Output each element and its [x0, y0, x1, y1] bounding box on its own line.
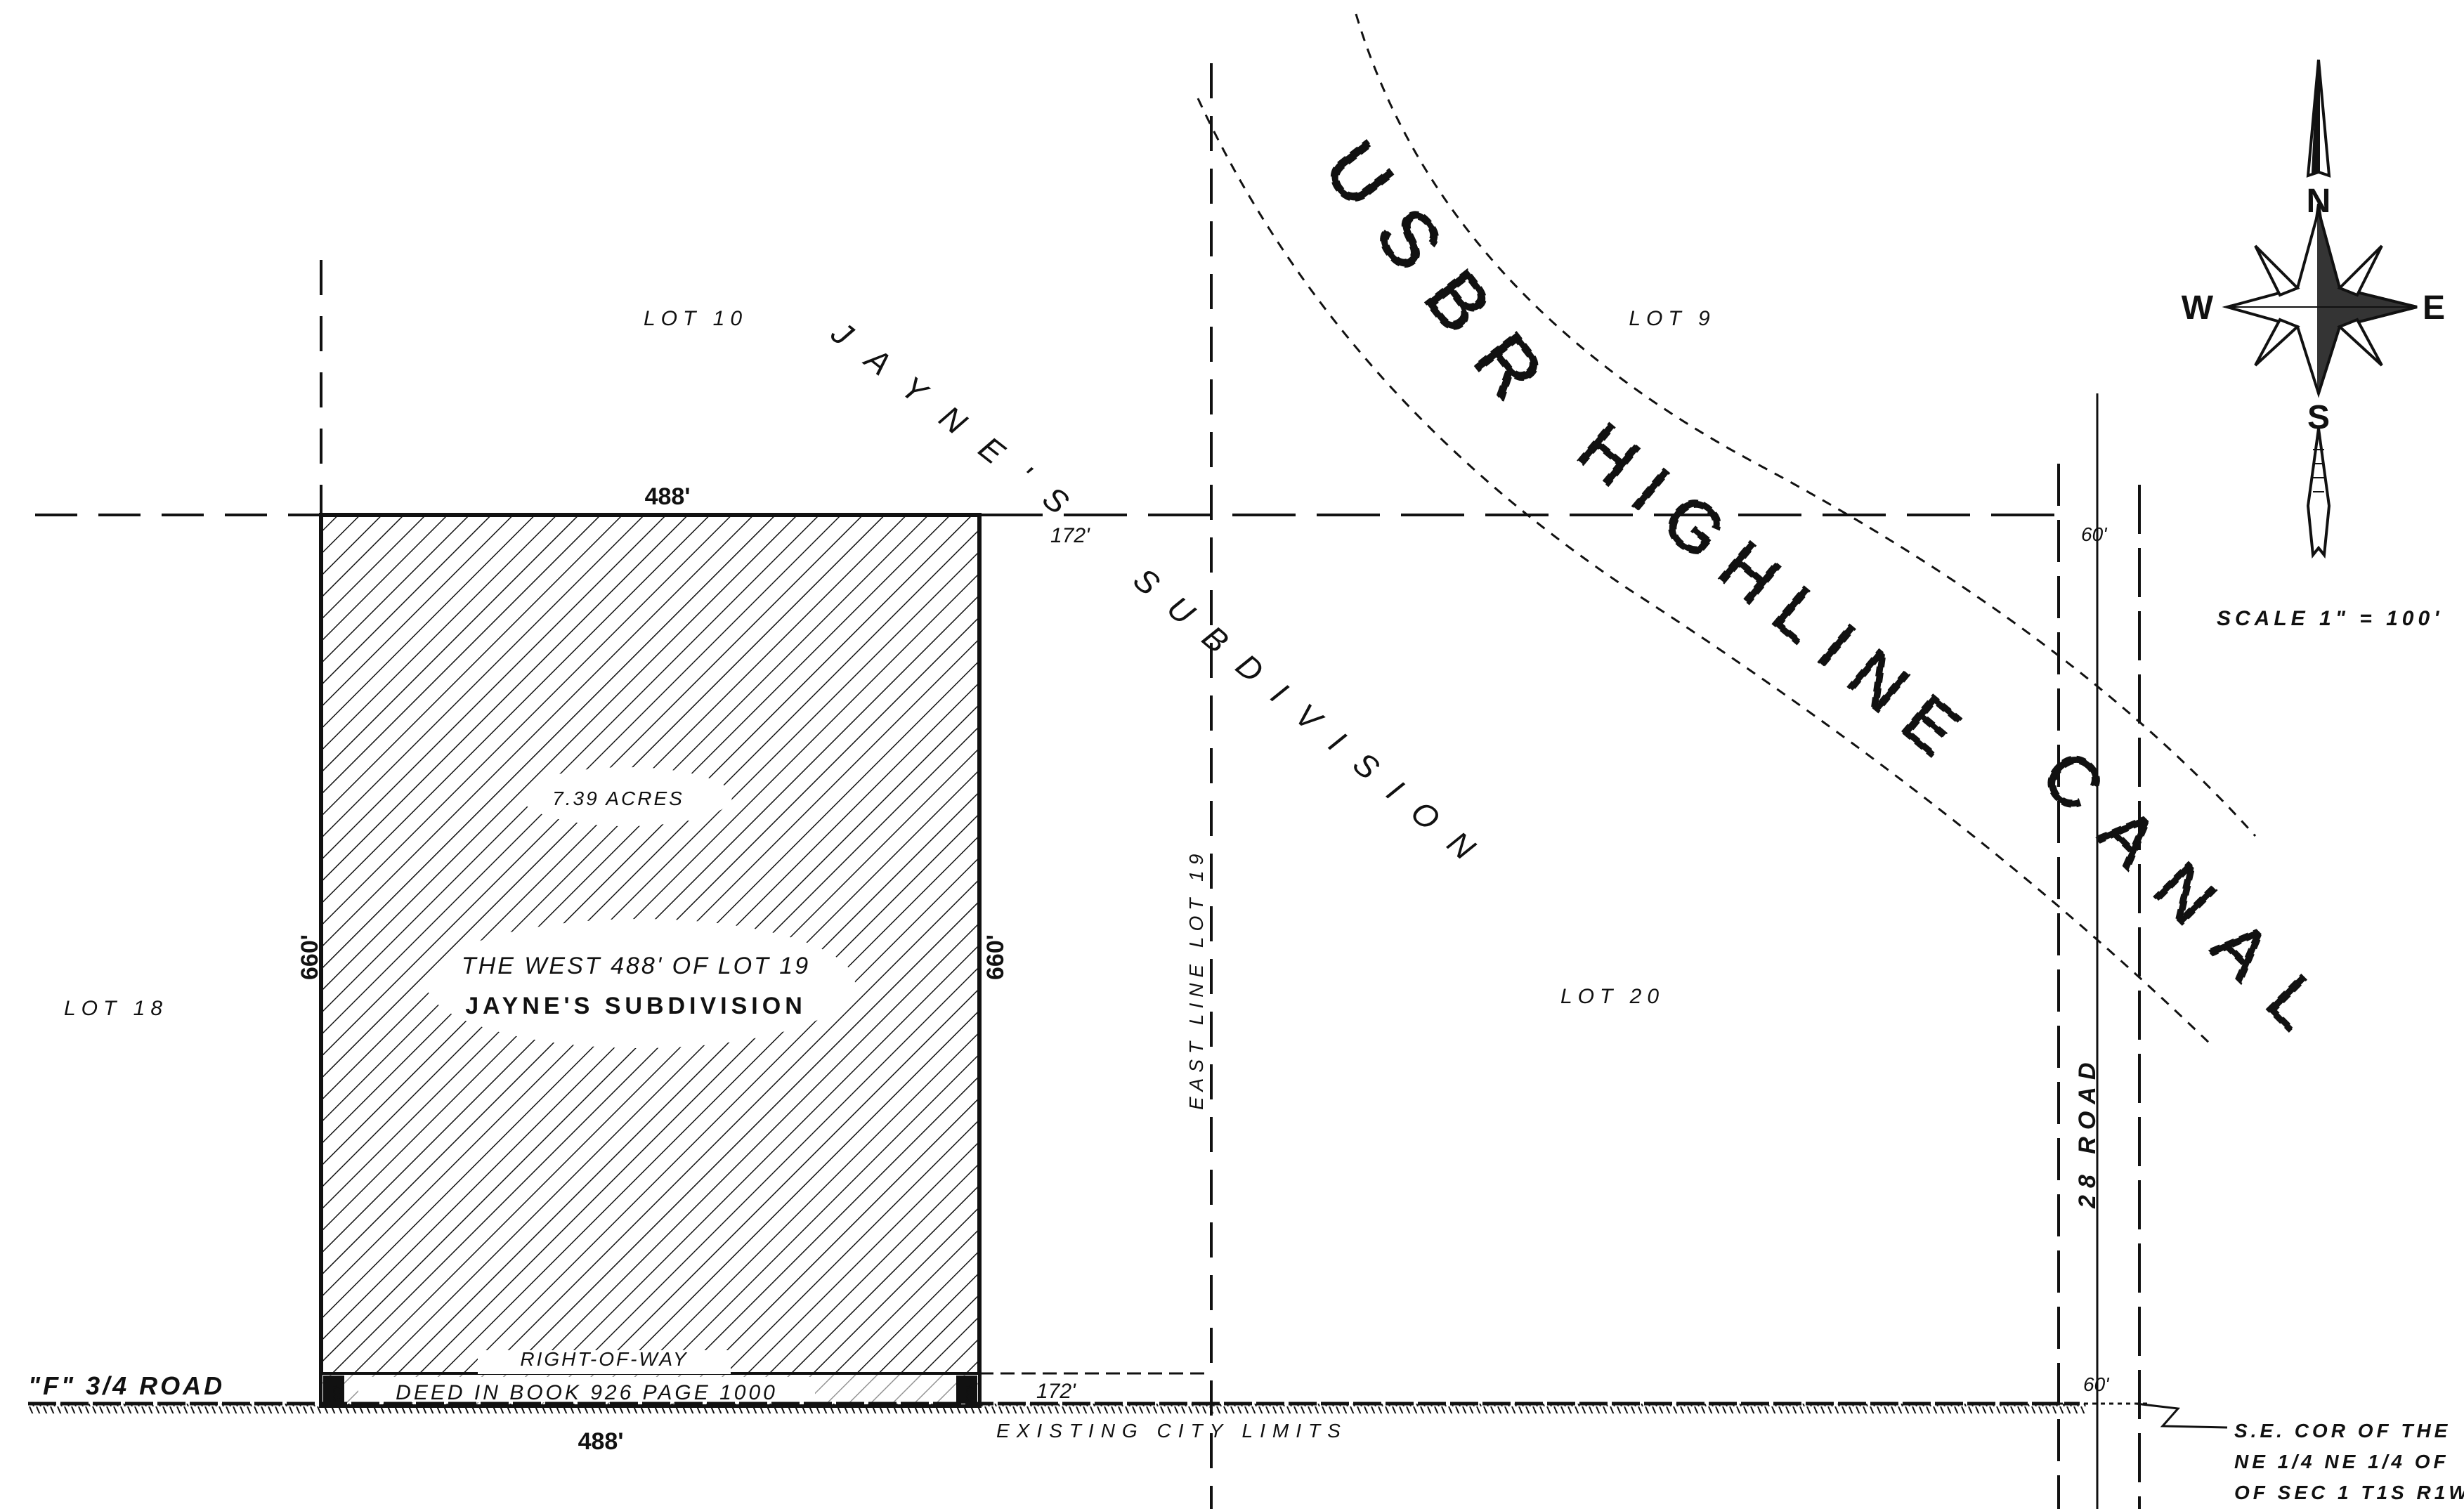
highline-canal — [1197, 13, 2257, 1048]
se-corner-line1: S.E. COR OF THE — [2234, 1420, 2451, 1442]
canal-label: CANAL — [2026, 735, 2357, 1066]
bottom-east-dimension: 172' — [1036, 1380, 1076, 1403]
right-height-dimension: 660' — [982, 934, 1009, 980]
compass-s-label: S — [2307, 399, 2330, 436]
parcel-description-line2: JAYNE'S SUBDIVISION — [465, 993, 807, 1019]
f-three-quarter-road — [28, 1402, 2228, 1429]
bottom-width-dimension: 488' — [578, 1428, 624, 1455]
row-right-dimension: 20' — [964, 1385, 978, 1402]
f-three-quarter-road-label: "F" 3/4 ROAD — [28, 1371, 225, 1400]
28-road-label: 28 ROAD — [2074, 1056, 2101, 1209]
parcel-description-line1: THE WEST 488' OF LOT 19 — [462, 953, 810, 979]
lot-9-label: LOT 9 — [1629, 307, 1715, 330]
jaynes-label: JAYNE'S — [824, 313, 1097, 537]
usbr-label: USBR — [1308, 126, 1577, 437]
subdivision-label: SUBDIVISION — [1127, 561, 1499, 882]
lot-20-label: LOT 20 — [1560, 985, 1664, 1008]
existing-city-limits-label: EXISTING CITY LIMITS — [996, 1420, 1348, 1442]
top-width-dimension: 488' — [645, 483, 691, 510]
road-width-top-dimension: 60' — [2081, 523, 2108, 545]
lot-10-label: LOT 10 — [644, 307, 748, 330]
east-line-lot19-label: EAST LINE LOT 19 — [1185, 849, 1207, 1110]
highline-label: HIGHLINE — [1564, 408, 1989, 783]
top-east-dimension: 172' — [1050, 524, 1090, 547]
scale-label: SCALE 1" = 100' — [2217, 607, 2443, 630]
row-left-dimension: 20' — [331, 1385, 345, 1402]
se-corner-line2: NE 1/4 NE 1/4 OF — [2234, 1451, 2449, 1472]
compass-n-label: N — [2307, 183, 2331, 220]
compass-w-label: W — [2182, 289, 2214, 327]
lot-lines — [35, 63, 2141, 1509]
left-height-dimension: 660' — [296, 934, 323, 980]
acreage-label: 7.39 ACRES — [552, 788, 684, 809]
right-of-way-label: RIGHT-OF-WAY — [520, 1348, 688, 1370]
deed-reference-label: DEED IN BOOK 926 PAGE 1000 — [396, 1381, 778, 1404]
parcel-west-488-lot19 — [319, 513, 982, 1408]
se-corner-line3: OF SEC 1 T1S R1W — [2234, 1482, 2464, 1503]
lot-18-label: LOT 18 — [64, 997, 168, 1020]
road-width-bottom-dimension: 60' — [2083, 1373, 2110, 1395]
compass-e-label: E — [2423, 289, 2445, 327]
north-arrow-icon — [2222, 59, 2418, 559]
